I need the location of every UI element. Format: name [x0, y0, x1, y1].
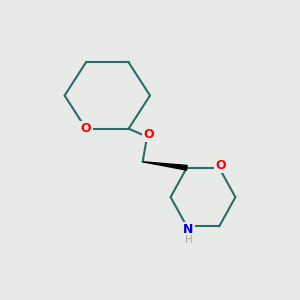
- Text: N: N: [183, 223, 194, 236]
- Text: O: O: [81, 122, 91, 135]
- Text: H: H: [185, 235, 193, 245]
- Text: O: O: [215, 159, 226, 172]
- Polygon shape: [142, 162, 187, 170]
- Text: O: O: [143, 128, 154, 141]
